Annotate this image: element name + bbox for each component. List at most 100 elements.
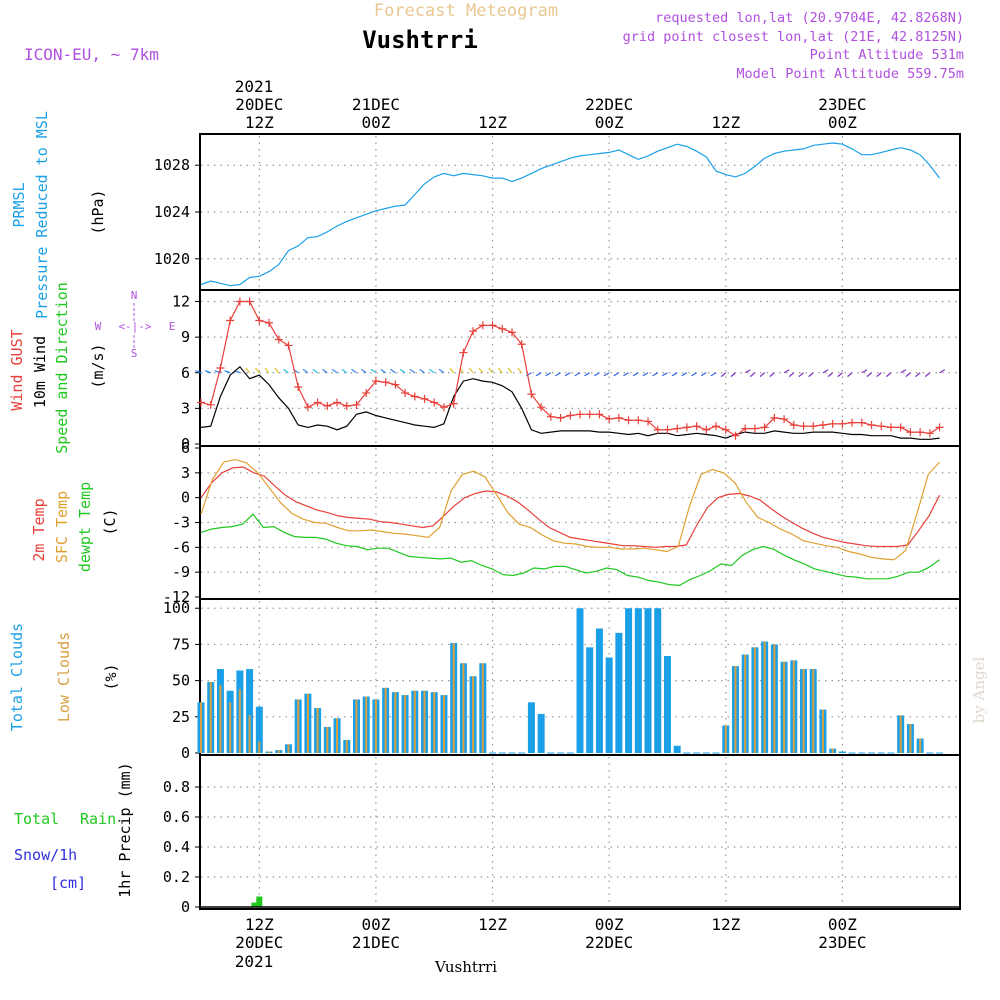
wind-direction-arrow xyxy=(749,372,756,378)
wind-gust-marker xyxy=(780,415,789,424)
wind-direction-arrow xyxy=(593,372,600,377)
low-cloud-bar xyxy=(744,654,747,753)
wind-direction-arrow xyxy=(517,367,523,374)
wind-direction-arrow xyxy=(312,368,318,374)
low-cloud-bar xyxy=(268,751,271,753)
wind-direction-arrow xyxy=(632,372,639,377)
low-cloud-bar xyxy=(374,699,377,753)
wind-gust-marker xyxy=(546,412,555,421)
low-cloud-bar xyxy=(734,666,737,753)
y-tick-label: 0.8 xyxy=(163,778,190,796)
low-cloud-bar xyxy=(394,692,397,753)
label-snow: Snow/1h xyxy=(14,846,77,864)
low-cloud-bar xyxy=(442,695,445,753)
low-cloud-bar xyxy=(481,663,484,753)
wind-gust-marker xyxy=(614,413,623,422)
wind-direction-arrow xyxy=(478,367,484,374)
wind-direction-arrow xyxy=(876,372,882,378)
watermark: by Angel xyxy=(970,656,988,723)
wind-gust-marker xyxy=(537,403,546,412)
wind-gust-marker xyxy=(886,423,895,432)
wind-direction-arrow xyxy=(409,368,416,374)
total-cloud-bar xyxy=(634,608,642,753)
wind-direction-arrow xyxy=(380,368,386,374)
total-cloud-bar xyxy=(615,632,623,753)
wind-direction-arrow xyxy=(488,367,493,374)
wind-gust-marker xyxy=(731,431,740,440)
bottom-tick-hour: 12Z xyxy=(711,915,740,934)
wind-direction-arrow xyxy=(783,369,790,374)
bottom-tick-date: 21DEC xyxy=(352,933,400,952)
wind-gust-marker xyxy=(401,388,410,397)
wind-direction-arrow xyxy=(847,372,853,378)
wind-gust-marker xyxy=(391,380,400,389)
total-cloud-bar xyxy=(605,657,613,753)
y-tick-label: 75 xyxy=(172,635,190,653)
wind-gust-marker xyxy=(605,415,614,424)
wind-direction-arrow xyxy=(468,367,474,374)
wind-gust-marker xyxy=(498,324,507,333)
compass-s: S xyxy=(131,347,138,360)
wind-direction-arrow xyxy=(759,372,766,378)
y-tick-label: 0 xyxy=(181,898,190,916)
y-tick-label: 50 xyxy=(172,672,190,690)
wind-direction-arrow xyxy=(322,368,328,374)
low-cloud-bar xyxy=(326,726,329,753)
wind-direction-arrow xyxy=(671,372,678,377)
subtitle: Forecast Meteogram xyxy=(374,1,558,21)
wind-gust-marker xyxy=(352,400,361,409)
wind-gust-marker xyxy=(362,388,371,397)
grid-coords: grid point closest lon,lat (21E, 42.8125… xyxy=(623,29,964,45)
wind-gust-marker xyxy=(935,423,944,432)
dewpt-line xyxy=(200,513,940,587)
wind-direction-arrow xyxy=(195,370,202,374)
wind-direction-arrow xyxy=(905,372,911,378)
low-cloud-bar xyxy=(384,687,387,753)
wind-gust-marker xyxy=(420,394,429,403)
wind-direction-arrow xyxy=(769,372,775,378)
wind-gust-marker xyxy=(663,425,672,434)
low-cloud-bar xyxy=(783,661,786,753)
total-cloud-bar xyxy=(537,713,545,753)
y-tick-label: -3 xyxy=(172,514,190,532)
wind-direction-arrow xyxy=(900,369,907,374)
bottom-tick-date: 22DEC xyxy=(585,933,633,952)
label-total: Total xyxy=(14,810,59,828)
top-tick-hour: 12Z xyxy=(245,113,274,132)
wind-direction-arrow xyxy=(302,368,309,374)
wind-direction-arrow xyxy=(449,367,455,374)
total-cloud-bar xyxy=(576,608,584,753)
top-tick-hour: 00Z xyxy=(595,113,624,132)
wind-gust-marker xyxy=(430,398,439,407)
low-cloud-bar xyxy=(258,741,261,753)
y-tick-label: 0.4 xyxy=(163,838,190,856)
low-cloud-bar xyxy=(248,715,251,753)
wind-direction-arrow xyxy=(574,372,581,377)
wind-direction-arrow xyxy=(939,369,946,374)
wind-gust-marker xyxy=(216,364,225,372)
wind-gust-marker xyxy=(653,425,662,434)
y-tick-label: 1028 xyxy=(154,156,190,174)
model-altitude: Model Point Altitude 559.75m xyxy=(736,66,964,82)
wind-gust-marker xyxy=(867,421,876,429)
total-cloud-bar xyxy=(644,608,652,753)
y-tick-label: 1024 xyxy=(154,203,190,221)
wind-speed-line xyxy=(200,365,940,440)
rain-bar xyxy=(256,896,263,907)
wind-gust-marker xyxy=(585,410,594,419)
total-cloud-bar xyxy=(673,745,681,753)
wind-gust-marker xyxy=(469,327,478,336)
bottom-tick-hour: 12Z xyxy=(245,915,274,934)
frame-wind xyxy=(199,289,961,447)
wind-gust-marker xyxy=(576,410,584,419)
wind-gust-marker xyxy=(770,413,779,422)
y-tick-label: 12 xyxy=(172,293,190,311)
top-tick-date: 20DEC xyxy=(235,95,283,114)
wind-direction-arrow xyxy=(642,372,649,377)
low-cloud-bar xyxy=(316,708,319,753)
y-tick-label: 0 xyxy=(181,435,190,453)
wind-gust-marker xyxy=(712,422,721,431)
low-cloud-bar xyxy=(472,676,475,753)
label-precip-mm: 1hr Precip (mm) xyxy=(116,762,134,897)
low-cloud-bar xyxy=(452,642,455,753)
